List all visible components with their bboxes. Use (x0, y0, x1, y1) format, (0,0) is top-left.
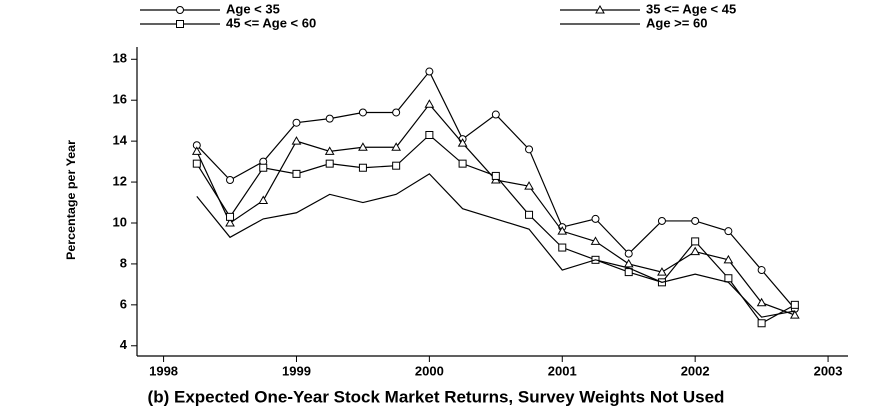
x-tick-label: 2000 (415, 363, 444, 378)
marker (525, 145, 534, 154)
series-line (196, 134, 796, 325)
marker (657, 216, 666, 225)
series-line (196, 103, 796, 316)
marker (491, 110, 500, 119)
marker (524, 181, 534, 190)
marker (790, 300, 799, 309)
marker (724, 227, 733, 236)
marker (392, 108, 401, 117)
marker (225, 217, 235, 227)
marker (192, 159, 201, 168)
marker (595, 4, 605, 14)
marker (226, 212, 235, 221)
marker (723, 254, 734, 264)
marker (557, 226, 568, 235)
y-tick-label: 4 (120, 337, 128, 352)
marker (325, 114, 334, 123)
marker (176, 20, 184, 28)
legend-label: 35 <= Age < 45 (646, 1, 736, 16)
marker (756, 297, 767, 307)
marker (324, 146, 335, 155)
y-tick-label: 18 (113, 51, 127, 66)
series-line (196, 70, 796, 310)
marker (690, 246, 701, 256)
y-tick-label: 14 (113, 133, 128, 148)
series-line (196, 173, 795, 318)
marker (691, 237, 700, 246)
marker (757, 319, 766, 328)
x-tick-label: 2003 (814, 363, 843, 378)
marker (424, 99, 435, 108)
x-tick-label: 2001 (548, 363, 577, 378)
marker (358, 142, 368, 151)
x-tick-label: 1998 (149, 363, 178, 378)
x-tick-label: 1999 (282, 363, 311, 378)
marker (789, 310, 800, 319)
y-tick-label: 16 (113, 92, 127, 107)
marker (491, 171, 500, 180)
marker (176, 6, 184, 14)
marker (724, 274, 733, 283)
marker (558, 243, 567, 252)
marker (292, 169, 301, 178)
marker (392, 161, 401, 170)
marker (259, 163, 268, 172)
marker (358, 108, 367, 117)
marker (591, 214, 600, 223)
marker (757, 266, 766, 275)
marker (258, 195, 269, 204)
x-tick-label: 2002 (681, 363, 710, 378)
marker (291, 136, 302, 145)
caption: (b) Expected One-Year Stock Market Retur… (148, 387, 725, 406)
marker (425, 130, 434, 139)
marker (458, 159, 467, 168)
legend-label: Age >= 60 (646, 15, 707, 30)
marker (358, 163, 367, 172)
marker (624, 249, 633, 258)
legend-label: Age < 35 (226, 1, 280, 16)
marker (191, 146, 202, 155)
marker (525, 210, 534, 219)
legend-label: 45 <= Age < 60 (226, 15, 316, 30)
y-tick-label: 8 (120, 255, 127, 270)
y-axis-label: Percentage per Year (64, 140, 78, 260)
marker (292, 118, 301, 127)
y-tick-label: 12 (113, 173, 127, 188)
marker (226, 176, 235, 185)
marker (457, 138, 468, 147)
marker (391, 142, 402, 151)
y-tick-label: 6 (120, 296, 127, 311)
y-tick-label: 10 (113, 214, 127, 229)
marker (657, 267, 667, 276)
marker (590, 236, 601, 245)
marker (623, 258, 634, 268)
marker (325, 159, 334, 168)
marker (691, 216, 700, 225)
marker (425, 67, 434, 76)
